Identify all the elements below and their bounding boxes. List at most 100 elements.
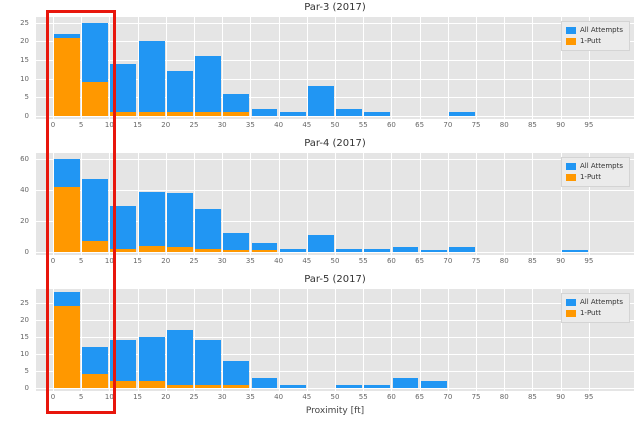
y-tick-label: 5 [24,93,29,102]
bar-one-putt [138,112,165,116]
y-tick-label: 15 [20,55,29,64]
bar-all-attempts [392,247,419,252]
bar-one-putt [166,384,193,388]
x-tick-label: 70 [443,121,453,129]
x-tick-label: 5 [78,393,84,401]
bar-one-putt [138,245,165,252]
x-axis-label: Proximity [ft] [305,406,365,416]
bar-all-attempts [336,108,363,116]
y-tick-label: 0 [24,384,29,392]
gridline-vertical [532,17,534,119]
bar-all-attempts [166,71,193,116]
x-tick-label: 55 [358,393,368,401]
x-tick-label: 40 [274,257,284,265]
x-tick-label: 5 [78,257,84,265]
legend-entry-all-attempts: All Attempts [565,25,623,36]
gridline-vertical [447,17,449,119]
gridline-vertical [165,153,167,255]
x-tick-label: 65 [415,393,425,401]
bar-all-attempts [166,329,193,388]
x-tick-label: 0 [50,257,56,265]
gridline-vertical [363,153,365,255]
gridline-vertical [52,289,54,391]
x-tick-label: 0 [50,121,56,129]
bar-all-attempts [195,340,222,388]
bar-one-putt [110,381,137,388]
bar-all-attempts [166,193,193,252]
plot-area-par4: All Attempts 1-Putt [36,153,634,255]
gridline-vertical [193,153,195,255]
legend-entry-one-putt: 1-Putt [565,36,623,47]
x-tick-label: 5 [78,121,84,129]
legend-swatch-all-attempts [565,27,576,34]
x-tick-label: 80 [499,393,509,401]
gridline-vertical [335,153,336,255]
x-tick-label: 40 [274,121,284,129]
bar-all-attempts [138,41,165,116]
plot-area-par5: All Attempts 1-Putt [36,289,634,391]
legend-entry-one-putt: 1-Putt [565,308,623,319]
gridline-vertical [476,17,478,119]
x-tick-label: 75 [471,257,481,265]
x-tick-label: 20 [161,121,171,129]
bar-all-attempts [82,179,109,252]
bar-all-attempts [364,248,391,252]
x-tick-label: 65 [415,121,425,129]
bar-all-attempts [251,377,278,388]
y-axis-par4: 0 20 40 60 [0,153,32,256]
x-tick-label: 65 [415,257,425,265]
bar-all-attempts [307,86,334,116]
gridline-vertical [419,17,421,119]
bar-all-attempts [279,384,306,388]
legend-swatch-one-putt [565,310,576,317]
bar-one-putt [54,306,80,388]
bar-one-putt [82,82,109,116]
bar-all-attempts [110,205,137,252]
gridline-vertical [419,289,421,391]
bar-all-attempts [110,63,137,116]
legend-entry-all-attempts: All Attempts [565,297,623,308]
x-tick-label: 35 [245,257,255,265]
legend-label-one-putt: 1-Putt [579,309,601,317]
x-tick-label: 0 [50,393,56,401]
bar-all-attempts [138,336,165,388]
gridline-vertical [588,153,590,255]
gridline-vertical [109,153,111,255]
gridline-vertical [137,153,139,255]
legend-entry-all-attempts: All Attempts [565,161,623,172]
x-tick-label: 20 [161,393,171,401]
x-tick-label: 95 [584,121,594,129]
x-tick-label: 35 [245,121,255,129]
legend-par5: All Attempts 1-Putt [560,293,630,323]
x-tick-label: 15 [133,257,143,265]
legend-label-all-attempts: All Attempts [579,298,623,306]
x-tick-label: 95 [584,257,594,265]
y-axis-par5: 0 5 10 15 20 25 [0,289,32,392]
gridline-vertical [137,289,139,391]
x-tick-label: 60 [386,257,396,265]
bar-one-putt [223,384,250,388]
x-tick-label: 45 [302,393,312,401]
bar-one-putt [110,248,137,252]
subplot-par5: Par-5 (2017) 0 5 10 15 20 25 All Attempts 1-P… [0,274,640,408]
bar-one-putt [223,250,250,252]
gridline-vertical [391,17,393,119]
legend-entry-one-putt: 1-Putt [565,172,623,183]
gridline-vertical [222,17,224,119]
gridline-vertical [532,289,534,391]
bar-all-attempts [223,360,250,388]
x-tick-label: 45 [302,121,312,129]
y-tick-label: 20 [20,217,29,226]
gridline-vertical [250,153,252,255]
legend-par3: All Attempts 1-Putt [560,21,630,51]
x-tick-label: 85 [527,393,537,401]
gridline-vertical [504,17,506,119]
gridline-vertical [391,289,393,391]
x-tick-label: 30 [217,393,227,401]
x-tick-label: 85 [527,257,537,265]
legend-label-all-attempts: All Attempts [579,162,623,170]
x-tick-label: 70 [443,257,453,265]
gridline-vertical [81,17,83,119]
y-tick-label: 15 [20,332,29,341]
gridline-vertical [306,153,308,255]
